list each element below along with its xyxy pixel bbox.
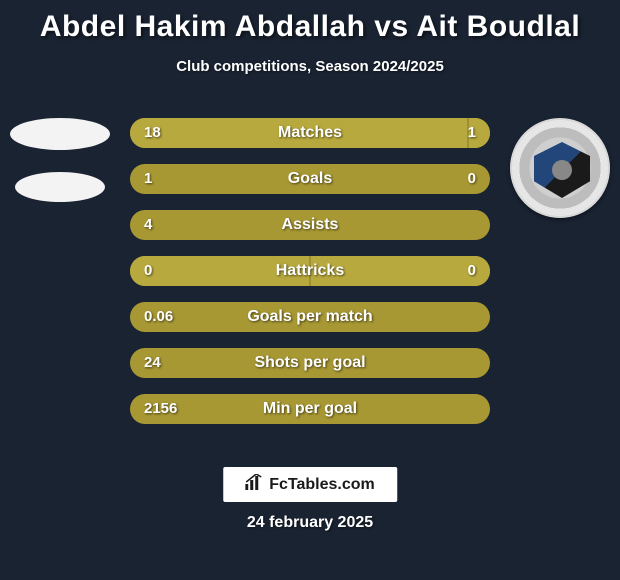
- bar-value-right: 1: [468, 118, 476, 148]
- bar-value-left: 1: [144, 164, 152, 194]
- brand-badge[interactable]: FcTables.com: [223, 467, 397, 502]
- bar-value-left: 0.06: [144, 302, 173, 332]
- bar-track: [130, 302, 490, 332]
- bar-fill-right: [310, 256, 490, 286]
- page-subtitle: Club competitions, Season 2024/2025: [0, 58, 620, 75]
- placeholder-ellipse-icon: [10, 118, 110, 150]
- bar-track: [130, 348, 490, 378]
- player-badge-left: [10, 118, 110, 218]
- footer-date: 24 february 2025: [0, 514, 620, 532]
- bar-value-right: 0: [468, 164, 476, 194]
- bar-track: [130, 394, 490, 424]
- header: Abdel Hakim Abdallah vs Ait Boudlal Club…: [0, 0, 620, 75]
- stat-bar: 10Goals: [130, 164, 490, 194]
- stat-bar: 2156Min per goal: [130, 394, 490, 424]
- stat-bar: 4Assists: [130, 210, 490, 240]
- stat-bar: 24Shots per goal: [130, 348, 490, 378]
- placeholder-ellipse-icon: [15, 172, 105, 202]
- comparison-bars: 181Matches10Goals4Assists00Hattricks0.06…: [130, 118, 490, 424]
- bar-value-left: 0: [144, 256, 152, 286]
- bar-value-left: 4: [144, 210, 152, 240]
- player-badge-right: [510, 118, 610, 218]
- brand-text: FcTables.com: [269, 476, 375, 494]
- stats-area: 181Matches10Goals4Assists00Hattricks0.06…: [0, 118, 620, 440]
- bar-value-right: 0: [468, 256, 476, 286]
- bar-track: [130, 210, 490, 240]
- stat-bar: 181Matches: [130, 118, 490, 148]
- bar-value-left: 2156: [144, 394, 177, 424]
- bar-value-left: 18: [144, 118, 161, 148]
- club-crest-icon: [510, 118, 610, 218]
- chart-icon: [245, 474, 263, 495]
- bar-fill-left: [130, 256, 310, 286]
- bar-value-left: 24: [144, 348, 161, 378]
- bar-fill-left: [130, 118, 468, 148]
- stat-bar: 00Hattricks: [130, 256, 490, 286]
- stat-bar: 0.06Goals per match: [130, 302, 490, 332]
- page-title: Abdel Hakim Abdallah vs Ait Boudlal: [0, 10, 620, 44]
- bar-track: [130, 164, 490, 194]
